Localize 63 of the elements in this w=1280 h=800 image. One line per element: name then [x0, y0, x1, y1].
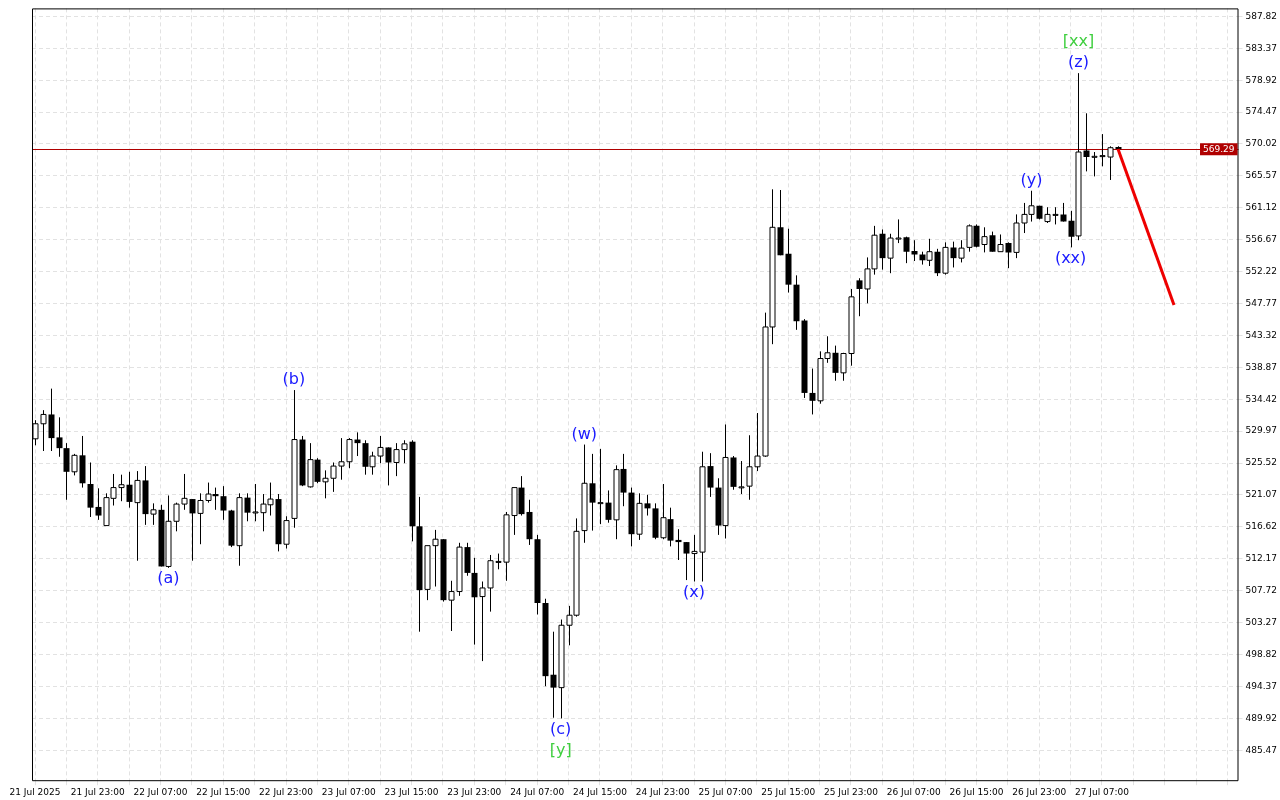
annotation: (c) [550, 718, 572, 738]
candlestick [903, 236, 910, 264]
candlestick [56, 416, 63, 458]
y-tick-label: 485.47 [1245, 744, 1278, 755]
annotation: (a) [157, 568, 180, 588]
y-tick-label: 534.42 [1245, 393, 1278, 404]
y-tick-label: 552.22 [1245, 265, 1278, 276]
y-tick-label: 543.32 [1245, 329, 1278, 340]
x-tick-label: 23 Jul 23:00 [447, 786, 502, 797]
x-tick-label: 24 Jul 23:00 [635, 786, 690, 797]
y-tick-label: 547.77 [1245, 297, 1278, 308]
x-tick-label: 22 Jul 07:00 [133, 786, 188, 797]
candlestick [707, 452, 714, 498]
y-tick-label: 516.62 [1245, 521, 1278, 532]
x-tick-label: 27 Jul 07:00 [1075, 786, 1130, 797]
x-tick-label: 22 Jul 15:00 [196, 786, 251, 797]
annotation: (x) [683, 581, 706, 601]
y-tick-label: 525.52 [1245, 457, 1278, 468]
x-tick-label: 25 Jul 15:00 [761, 786, 816, 797]
y-tick-label: 538.87 [1245, 361, 1278, 372]
x-tick-label: 25 Jul 23:00 [823, 786, 879, 797]
ref-line-label: 569.29 [1203, 143, 1235, 154]
candlestick [1060, 202, 1067, 223]
x-tick-label: 22 Jul 23:00 [259, 786, 314, 797]
y-tick-label: 489.92 [1245, 712, 1278, 723]
x-tick-label: 23 Jul 07:00 [321, 786, 377, 797]
y-tick-label: 570.02 [1245, 138, 1278, 149]
annotation: (y) [1020, 169, 1043, 189]
y-tick-label: 512.17 [1245, 553, 1278, 564]
candlestick [220, 485, 227, 521]
x-tick-label: 23 Jul 15:00 [384, 786, 439, 797]
y-tick-label: 521.07 [1245, 489, 1278, 500]
x-tick-label: 26 Jul 07:00 [886, 786, 941, 797]
y-tick-label: 583.37 [1245, 42, 1278, 53]
x-tick-label: 24 Jul 15:00 [572, 786, 628, 797]
candlestick [911, 239, 918, 262]
y-tick-label: 507.72 [1245, 585, 1278, 596]
candlestick [644, 494, 651, 517]
y-tick-label: 556.67 [1245, 234, 1278, 245]
x-tick-label: 25 Jul 07:00 [698, 786, 753, 797]
candlestick [48, 388, 55, 452]
x-tick-label: 21 Jul 23:00 [70, 786, 126, 797]
y-tick-label: 587.82 [1245, 10, 1278, 21]
candlestick [675, 528, 682, 561]
x-tick-label: 26 Jul 23:00 [1012, 786, 1067, 797]
x-tick-label: 21 Jul 2025 [9, 786, 61, 797]
x-tick-label: 24 Jul 07:00 [510, 786, 565, 797]
annotation: (xx) [1054, 247, 1087, 267]
annotation: (w) [571, 423, 597, 443]
y-tick-label: 494.37 [1245, 680, 1278, 691]
annotation: (b) [282, 369, 306, 389]
candlestick [87, 461, 94, 518]
y-tick-label: 498.82 [1245, 648, 1278, 659]
y-tick-label: 561.12 [1245, 202, 1278, 213]
y-tick-label: 529.97 [1245, 425, 1278, 436]
annotation: [y] [549, 739, 572, 759]
y-tick-label: 578.92 [1245, 74, 1278, 85]
y-tick-label: 503.27 [1245, 616, 1278, 627]
y-tick-label: 574.47 [1245, 106, 1278, 117]
y-tick-label: 565.57 [1245, 170, 1278, 181]
annotation: (z) [1068, 52, 1089, 72]
annotation: [xx] [1062, 31, 1095, 51]
x-tick-label: 26 Jul 15:00 [949, 786, 1004, 797]
